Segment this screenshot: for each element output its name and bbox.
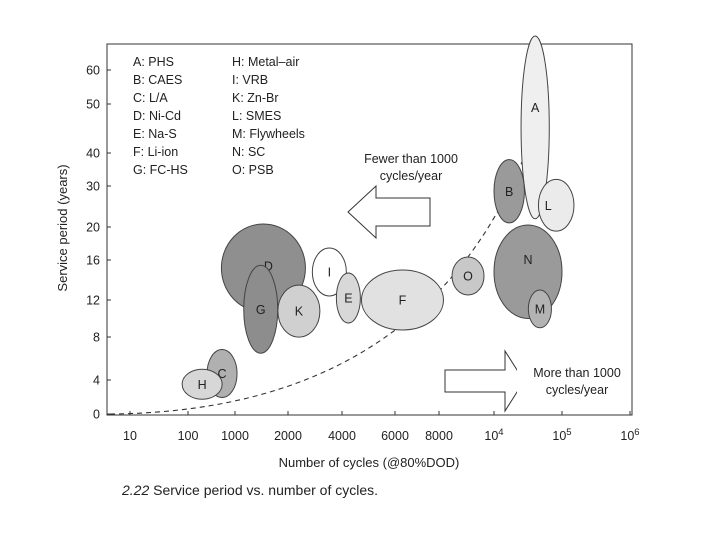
legend: A: PHS B: CAES C: L/A D: Ni-Cd E: Na-S F: Li-…: [133, 55, 305, 177]
y-tick-label: 50: [86, 98, 100, 112]
legend-entry-K: K: Zn-Br: [232, 91, 279, 105]
x-tick-label: 104: [484, 427, 503, 443]
legend-entry-O: O: PSB: [232, 163, 274, 177]
x-tick-label: 10: [123, 429, 137, 443]
y-tick-label: 40: [86, 147, 100, 161]
y-tick-label: 60: [86, 64, 100, 78]
legend-entry-F: F: Li-ion: [133, 145, 178, 159]
y-tick-label: 0: [93, 408, 100, 422]
region-N: N: [493, 224, 563, 320]
figure-caption: 2.22 Service period vs. number of cycles…: [122, 482, 378, 498]
region-L: L: [537, 178, 575, 232]
region-O-shape: [451, 256, 485, 296]
region-B-label: B: [505, 185, 513, 199]
y-axis-label: Service period (years): [55, 164, 70, 291]
region-L-shape: [537, 178, 575, 232]
x-tick-label: 8000: [425, 429, 453, 443]
arrow-left-shape: [347, 184, 431, 240]
region-O-label: O: [463, 270, 473, 284]
region-N-shape: [493, 224, 563, 320]
legend-entry-N: N: SC: [232, 145, 265, 159]
caption-text: Service period vs. number of cycles.: [149, 482, 379, 498]
region-M: M: [527, 289, 552, 329]
legend-entry-L: L: SMES: [232, 109, 281, 123]
region-H-shape: [181, 368, 223, 400]
region-G: G: [243, 264, 279, 354]
region-N-label: N: [523, 253, 532, 267]
arrow-right-label-line: cycles/year: [546, 383, 609, 397]
arrow-annotations: Fewer than 1000 cycles/year More than 1000…: [347, 152, 631, 413]
region-E: E: [335, 272, 361, 324]
legend-entry-H: H: Metal–air: [232, 55, 299, 69]
technology-regions: A L N B M D G K IE F O CH: [181, 35, 575, 400]
arrow-left-label-line: cycles/year: [380, 169, 443, 183]
legend-entry-G: G: FC-HS: [133, 163, 188, 177]
x-axis-label: Number of cycles (@80%DOD): [279, 455, 460, 470]
y-tick-label: 12: [86, 294, 100, 308]
legend-entry-B: B: CAES: [133, 73, 182, 87]
x-tick-label: 100: [178, 429, 199, 443]
arrow-right-shape: [444, 349, 525, 413]
y-tick-label: 20: [86, 221, 100, 235]
region-F-shape: [360, 269, 444, 331]
legend-entry-D: D: Ni-Cd: [133, 109, 181, 123]
x-tick-label: 4000: [328, 429, 356, 443]
region-M-shape: [527, 289, 552, 329]
region-M-label: M: [535, 302, 545, 316]
legend-entry-C: C: L/A: [133, 91, 168, 105]
legend-entry-E: E: Na-S: [133, 127, 177, 141]
region-A: A: [520, 35, 550, 220]
region-K-shape: [277, 284, 321, 338]
region-C-label: C: [218, 367, 227, 381]
legend-entry-I: I: VRB: [232, 73, 268, 87]
region-F: F: [360, 269, 444, 331]
region-O: O: [451, 256, 485, 296]
y-tick-label: 4: [93, 374, 100, 388]
region-D-label: D: [264, 260, 273, 274]
region-E-shape: [335, 272, 361, 324]
axes: 0 4 8 12 16 20 30 40 50 60 10 100 1000 2000 4000 6000 80…: [55, 64, 640, 471]
x-tick-label: 2000: [274, 429, 302, 443]
region-K-label: K: [295, 305, 304, 319]
region-A-label: A: [531, 101, 540, 115]
arrow-left-label-line: Fewer than 1000: [364, 152, 458, 166]
legend-entry-A: A: PHS: [133, 55, 174, 69]
y-tick-label: 30: [86, 180, 100, 194]
legend-entry-M: M: Flywheels: [232, 127, 305, 141]
region-B: B: [493, 159, 525, 224]
arrow-right-label-line: More than 1000: [533, 366, 621, 380]
x-tick-label: 1000: [221, 429, 249, 443]
x-tick-label: 106: [620, 427, 639, 443]
region-K: K: [277, 284, 321, 338]
region-L-label: L: [545, 199, 552, 213]
region-F-label: F: [399, 294, 407, 308]
caption-number: 2.22: [122, 482, 150, 498]
y-tick-label: 16: [86, 254, 100, 268]
x-tick-label: 6000: [381, 429, 409, 443]
region-I-label: I: [328, 266, 331, 280]
region-H: H: [181, 368, 223, 400]
region-E-label: E: [344, 292, 352, 306]
region-A-shape: [520, 35, 550, 220]
region-I: I: [311, 247, 347, 297]
region-B-shape: [493, 159, 525, 224]
region-H-label: H: [198, 378, 207, 392]
x-tick-label: 105: [552, 427, 571, 443]
y-tick-label: 8: [93, 331, 100, 345]
region-I-shape: [311, 247, 347, 297]
region-G-label: G: [256, 303, 266, 317]
